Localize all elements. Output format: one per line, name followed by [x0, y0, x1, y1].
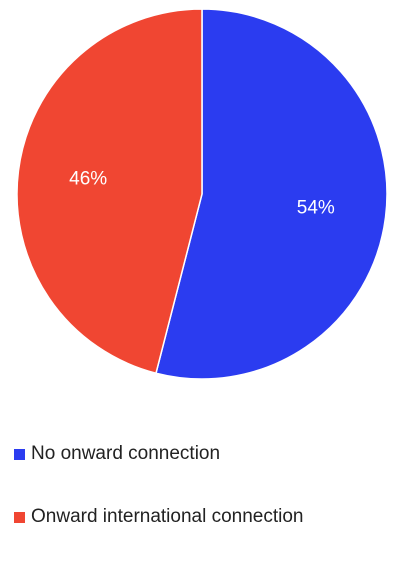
legend-swatch-no-onward-connection [14, 448, 25, 460]
pie-chart: 54% 46% [16, 8, 388, 380]
legend-item-no-onward-connection[interactable]: No onward connection [14, 442, 394, 466]
pie-slice-no-onward-connection[interactable] [155, 8, 388, 380]
legend-item-onward-international-connection[interactable]: Onward international connection [14, 505, 394, 529]
pie-labels: 54% 46% [69, 169, 335, 219]
pie-slices [16, 8, 388, 380]
legend: No onward connection Onward internationa… [14, 442, 394, 568]
pie-slice-onward-international-connection[interactable] [16, 8, 203, 375]
legend-label: No onward connection [31, 443, 221, 464]
legend-swatch-onward-international-connection [14, 511, 25, 523]
pie-data-label: 54% [297, 197, 335, 218]
pie-data-label: 46% [69, 169, 107, 190]
legend-label: Onward international connection [31, 506, 304, 527]
